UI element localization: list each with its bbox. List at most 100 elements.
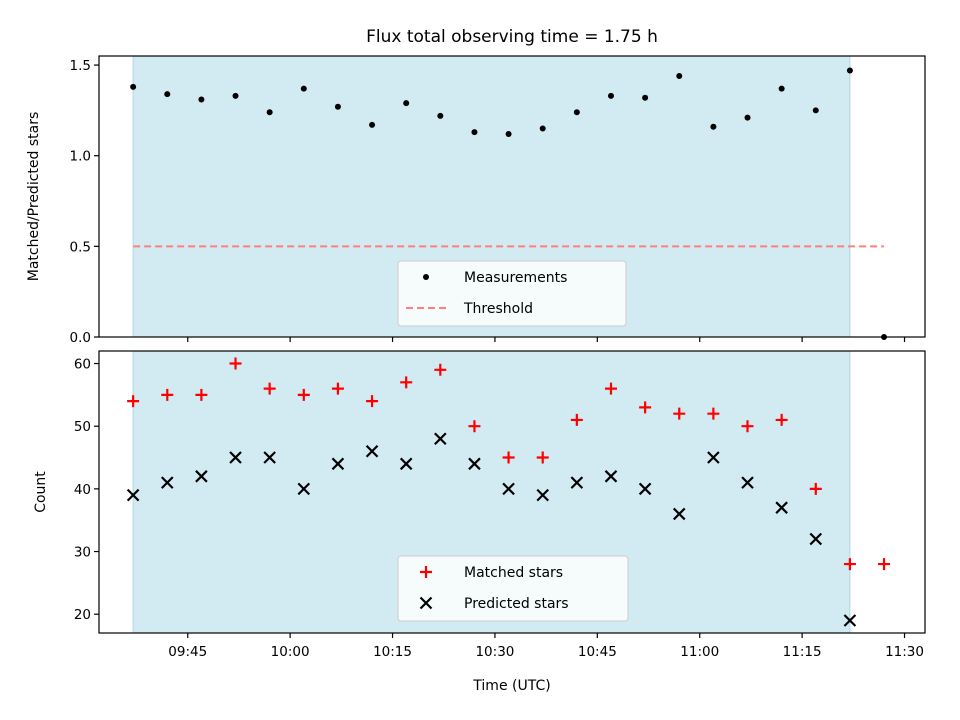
data-point [232,92,239,99]
data-point [331,457,345,471]
legend-marker [420,566,432,578]
x-tick-label: 10:45 [578,644,617,660]
top-panel-ratio: 0.0 0.5 1.0 1.5 Matched/Predicted stars Measu… [26,55,926,346]
data-point [843,558,856,571]
data-point [403,100,410,107]
data-point [127,395,140,408]
data-point [672,507,686,521]
y-tick-label: 20 [74,607,91,623]
y-tick-label: 0.5 [70,239,91,255]
data-point [536,451,549,464]
y-tick-label: 0.0 [70,330,91,346]
data-point [809,482,822,495]
data-point [639,401,652,414]
x-tick-label: 11:30 [885,644,924,660]
data-point [607,92,614,99]
data-point [160,476,174,489]
data-point [130,83,137,90]
data-point [878,558,891,571]
data-point [434,432,447,446]
data-point [297,482,311,496]
y-axis-label: Matched/Predicted stars [26,112,42,282]
data-point [843,614,857,627]
data-point [707,407,720,420]
data-point [642,94,649,101]
y-axis-label: Count [33,471,49,513]
x-tick-label: 10:00 [271,644,310,660]
data-point [707,451,720,464]
data-point [468,420,481,433]
data-point [676,72,683,79]
data-point [331,382,344,395]
data-point [604,470,618,483]
x-tick-label: 10:30 [475,644,514,660]
legend-box [397,555,629,622]
data-point [300,85,307,92]
data-point [334,103,341,110]
data-point [400,376,413,389]
x-tick-label: 11:15 [783,644,822,660]
bottom-panel-counts: 20 30 40 50 60 09:45 10:00 10:15 10:30 10:45 11:00… [33,350,926,694]
legend-marker [419,596,433,610]
y-tick-label: 1.0 [70,149,91,165]
data-point [263,382,276,395]
data-point [604,382,617,395]
data-point [369,121,376,128]
data-point [809,532,823,546]
data-point [573,109,580,116]
data-point [229,357,242,370]
data-point [468,457,481,471]
y-tick-label: 50 [74,419,91,435]
legend-label: Matched stars [464,565,563,581]
series-measurements [130,67,888,340]
data-point [570,476,584,489]
data-point [570,413,583,426]
data-point [812,107,819,114]
data-point [741,476,754,489]
data-point [846,67,853,74]
data-point [710,123,717,130]
data-point [434,363,447,376]
data-point [502,451,515,464]
legend-box [397,260,627,327]
data-point [266,109,273,116]
data-point [263,451,276,464]
data-point [505,130,512,137]
data-point [161,388,174,401]
axes-frame [98,350,926,634]
data-point [775,413,788,426]
legend: Matched stars Predicted stars [397,555,629,622]
legend: Measurements Threshold [397,260,627,327]
data-point [638,482,652,496]
x-tick-label: 10:15 [373,644,412,660]
x-tick-label: 09:45 [168,644,207,660]
data-point [366,395,379,408]
data-point [297,388,310,401]
data-point [536,488,549,502]
legend-marker [423,274,429,280]
series-matched-stars [127,357,891,571]
y-tick-label: 1.5 [70,58,91,74]
y-tick-label: 30 [74,545,91,561]
data-point [399,457,413,471]
data-point [195,470,208,483]
data-point [471,129,478,136]
series-predicted-stars [126,432,857,627]
y-tick-label: 40 [74,482,91,498]
data-point [365,444,379,458]
data-point [539,125,546,132]
data-point [195,388,208,401]
data-point [437,112,444,119]
data-point [164,91,171,98]
axes-frame [98,55,926,338]
legend-label: Predicted stars [464,596,569,612]
data-point [775,501,788,514]
data-point [229,451,242,464]
data-point [198,96,205,103]
legend-label: Threshold [463,301,533,317]
data-point [673,407,686,420]
chart-title: Flux total observing time = 1.75 h [366,27,658,47]
data-point [126,488,140,502]
data-point [502,482,515,496]
